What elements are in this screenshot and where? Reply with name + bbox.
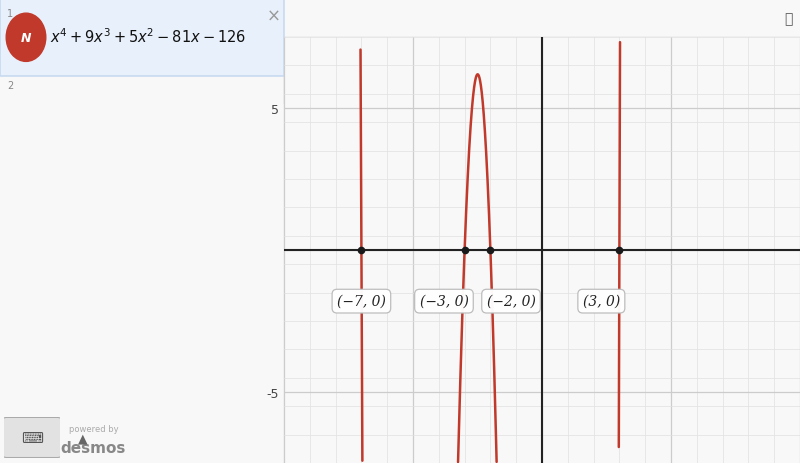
Text: ⚙: ⚙ bbox=[79, 10, 94, 28]
Text: +: + bbox=[3, 10, 19, 28]
Circle shape bbox=[6, 14, 46, 62]
Text: ×: × bbox=[267, 8, 281, 26]
Text: (−3, 0): (−3, 0) bbox=[419, 294, 468, 308]
Text: desmos: desmos bbox=[61, 440, 126, 455]
Text: −: − bbox=[777, 82, 791, 100]
Text: «: « bbox=[98, 10, 107, 28]
Text: (3, 0): (3, 0) bbox=[582, 294, 620, 308]
Text: +: + bbox=[777, 46, 791, 64]
Text: N: N bbox=[21, 31, 31, 45]
Text: $x^4 + 9x^3 + 5x^2 - 81x - 126$: $x^4 + 9x^3 + 5x^2 - 81x - 126$ bbox=[50, 27, 246, 46]
Text: ⌨: ⌨ bbox=[21, 430, 43, 445]
Text: ↩: ↩ bbox=[35, 10, 50, 28]
Text: ↪: ↪ bbox=[51, 10, 66, 28]
Text: powered by: powered by bbox=[69, 425, 118, 433]
Text: 2: 2 bbox=[7, 81, 14, 91]
Text: ▲: ▲ bbox=[78, 431, 87, 444]
Text: 🔧: 🔧 bbox=[784, 12, 792, 26]
Text: (−2, 0): (−2, 0) bbox=[486, 294, 535, 308]
FancyBboxPatch shape bbox=[2, 418, 62, 457]
Text: 1: 1 bbox=[7, 9, 14, 19]
Text: (−7, 0): (−7, 0) bbox=[337, 294, 386, 308]
